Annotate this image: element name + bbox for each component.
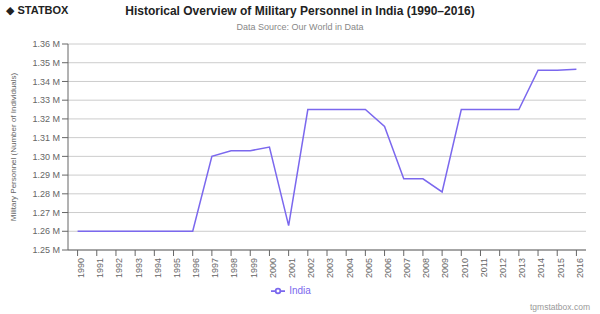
svg-text:1996: 1996 [191,258,201,278]
svg-text:Military Personnel (Number of: Military Personnel (Number of Individual… [9,72,18,221]
html-text:◆ STATBOX: ◆ STATBOX [6,4,69,16]
svg-text:2001: 2001 [287,258,297,278]
svg-text:1.27 M: 1.27 M [32,208,60,218]
svg-text:1990: 1990 [76,258,86,278]
svg-text:2011: 2011 [479,258,489,277]
svg-text:1.36 M: 1.36 M [32,39,60,49]
svg-text:2008: 2008 [421,258,431,278]
svg-text:2016: 2016 [575,258,585,278]
svg-text:2013: 2013 [517,258,527,278]
html-text:India: India [289,284,311,296]
svg-text:2003: 2003 [325,258,335,278]
svg-text:2000: 2000 [268,258,278,278]
svg-text:1.28 M: 1.28 M [32,189,60,199]
svg-text:1.35 M: 1.35 M [32,58,60,68]
svg-text:1995: 1995 [172,258,182,278]
svg-text:1997: 1997 [210,258,220,278]
svg-text:1993: 1993 [134,258,144,278]
svg-text:1.31 M: 1.31 M [32,133,60,143]
html-text:Historical Overview of Militar: Historical Overview of Military Personne… [125,4,475,18]
html-text:Data Source: Our World in Data: Data Source: Our World in Data [236,22,364,32]
svg-text:1.25 M: 1.25 M [32,245,60,255]
svg-text:2014: 2014 [536,258,546,278]
svg-text:1.33 M: 1.33 M [32,95,60,105]
svg-text:1.29 M: 1.29 M [32,170,60,180]
svg-text:2015: 2015 [556,258,566,278]
svg-text:2007: 2007 [402,258,412,278]
svg-text:1.32 M: 1.32 M [32,114,60,124]
svg-text:2004: 2004 [345,258,355,278]
svg-text:2006: 2006 [383,258,393,278]
svg-text:2010: 2010 [460,258,470,278]
svg-text:1.30 M: 1.30 M [32,152,60,162]
svg-text:1994: 1994 [153,258,163,278]
svg-text:1.26 M: 1.26 M [32,226,60,236]
svg-text:1992: 1992 [114,258,124,278]
svg-text:2009: 2009 [441,258,451,278]
svg-text:2002: 2002 [306,258,316,278]
svg-text:2012: 2012 [498,258,508,278]
svg-text:1998: 1998 [229,258,239,278]
svg-text:2005: 2005 [364,258,374,278]
svg-text:1999: 1999 [249,258,259,278]
html-text:tgmstatbox.com: tgmstatbox.com [530,302,590,312]
svg-text:1.34 M: 1.34 M [32,77,60,87]
svg-text:1991: 1991 [95,258,105,278]
